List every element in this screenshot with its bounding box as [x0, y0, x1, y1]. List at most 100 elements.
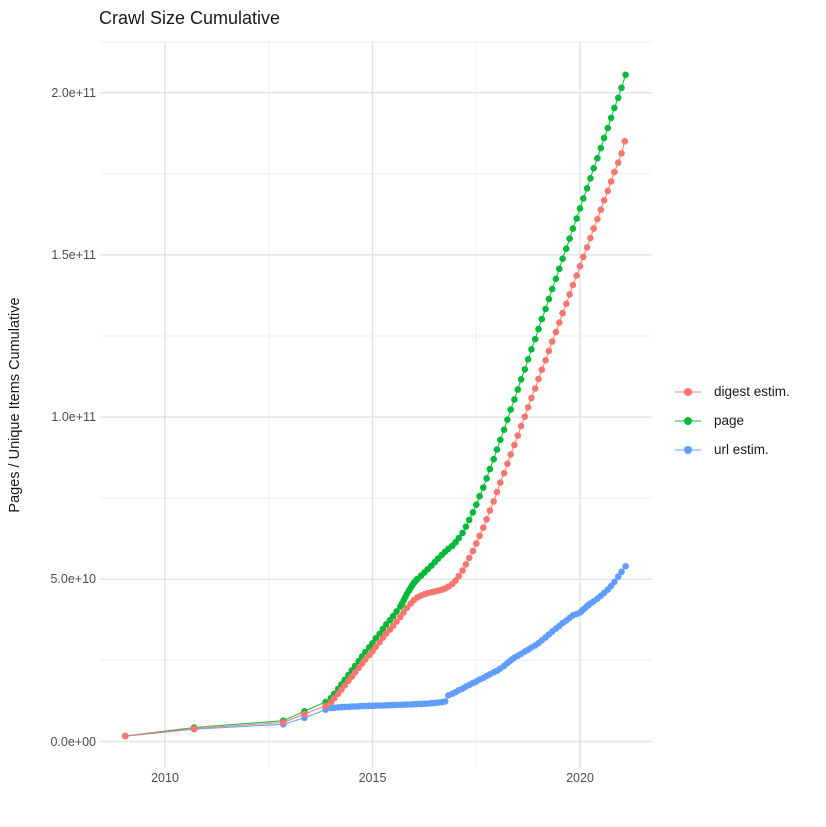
data-point-digest-estim — [486, 507, 494, 514]
legend-item-digest-estim: digest estim. — [674, 377, 824, 406]
data-point-page — [587, 175, 594, 182]
data-point-page — [552, 275, 560, 283]
x-tick-label: 2020 — [566, 771, 594, 785]
data-point-digest-estim — [341, 682, 349, 689]
data-point-page — [490, 455, 498, 463]
data-point-page — [580, 195, 587, 202]
data-point-page — [573, 215, 580, 222]
y-axis-title: Pages / Unique Items Cumulative — [7, 297, 23, 513]
data-point-digest-estim — [372, 643, 380, 651]
y-tick-label: 1.0e+11 — [51, 410, 96, 425]
legend-key-dot — [684, 445, 692, 454]
data-point-digest-estim — [600, 197, 608, 204]
data-point-page — [514, 386, 522, 393]
y-tick-label: 0.0e+00 — [50, 734, 96, 749]
legend-key-icon — [675, 445, 701, 454]
data-point-digest-estim — [469, 547, 477, 555]
data-point-url-estim — [614, 573, 622, 580]
data-point-digest-estim — [566, 291, 573, 298]
data-point-digest-estim — [538, 366, 546, 374]
data-point-digest-estim — [552, 328, 560, 336]
data-point-page — [607, 114, 615, 122]
data-point-page — [542, 305, 549, 313]
data-point-digest-estim — [351, 669, 359, 676]
x-tick-label: 2010 — [151, 771, 179, 785]
data-point-digest-estim — [556, 319, 563, 326]
data-point-page — [618, 84, 625, 92]
data-point-digest-estim — [480, 524, 487, 531]
data-point-page — [604, 124, 612, 132]
legend-label: page — [714, 413, 745, 428]
data-point-digest-estim — [597, 206, 605, 213]
data-point-digest-estim — [459, 567, 466, 574]
data-point-page — [569, 225, 577, 232]
data-point-digest-estim — [511, 441, 518, 449]
data-point-page — [545, 295, 553, 303]
data-point-url-estim — [611, 578, 618, 586]
data-point-page — [476, 492, 483, 500]
data-point-digest-estim — [400, 609, 407, 616]
data-point-digest-estim — [528, 394, 535, 402]
data-point-page — [531, 335, 539, 343]
data-point-page — [507, 406, 514, 413]
data-point-page — [469, 509, 477, 516]
data-point-digest-estim — [521, 413, 529, 421]
data-point-page — [563, 245, 570, 252]
data-point-url-estim — [441, 698, 449, 705]
data-point-page — [500, 426, 508, 434]
legend-item-page: page — [674, 406, 824, 435]
data-point-digest-estim — [403, 604, 411, 612]
data-point-page — [600, 134, 608, 142]
data-point-page — [614, 94, 622, 102]
data-point-digest-estim — [618, 150, 625, 157]
y-tick-label: 2.0e+11 — [51, 85, 96, 100]
data-point-page — [576, 205, 584, 212]
data-point-page — [556, 265, 563, 273]
data-point-page — [590, 164, 597, 172]
data-point-page — [517, 376, 525, 383]
data-point-digest-estim — [559, 309, 566, 317]
data-point-digest-estim — [190, 725, 198, 732]
data-point-digest-estim — [362, 656, 369, 663]
data-point-digest-estim — [576, 262, 584, 270]
data-point-page — [597, 144, 605, 152]
data-point-page — [521, 366, 529, 373]
data-point-digest-estim — [465, 554, 473, 562]
data-point-digest-estim — [493, 488, 501, 496]
data-point-digest-estim — [517, 422, 525, 430]
data-point-page — [528, 346, 535, 353]
data-point-page — [535, 325, 542, 333]
legend-key-dot — [684, 416, 692, 425]
data-point-digest-estim — [587, 234, 594, 242]
data-point-page — [622, 71, 629, 79]
data-point-digest-estim — [331, 695, 338, 702]
x-tick-label: 2015 — [358, 771, 387, 785]
data-point-digest-estim — [542, 357, 549, 364]
data-point-digest-estim — [583, 244, 591, 251]
chart-title: Crawl Size Cumulative — [99, 8, 281, 28]
data-point-digest-estim — [594, 215, 601, 223]
data-point-page — [459, 529, 466, 537]
data-point-url-estim — [622, 563, 629, 570]
legend-key-icon — [675, 387, 701, 396]
data-point-page — [611, 104, 618, 112]
data-point-page — [480, 484, 487, 491]
data-point-page — [393, 608, 400, 615]
legend-label: digest estim. — [714, 384, 790, 399]
data-point-page — [486, 465, 494, 473]
y-tick-label: 5.0e+10 — [50, 572, 96, 587]
data-point-page — [483, 475, 490, 482]
data-point-digest-estim — [535, 375, 542, 383]
data-point-page — [566, 235, 573, 242]
data-point-digest-estim — [497, 479, 504, 486]
data-point-digest-estim — [490, 498, 498, 505]
data-point-digest-estim — [455, 572, 463, 580]
data-point-digest-estim — [531, 385, 539, 392]
data-point-page — [504, 416, 511, 424]
data-point-digest-estim — [573, 272, 580, 279]
data-point-digest-estim — [607, 178, 615, 185]
data-point-digest-estim — [545, 347, 553, 355]
data-point-digest-estim — [322, 702, 329, 710]
data-point-page — [538, 315, 546, 323]
